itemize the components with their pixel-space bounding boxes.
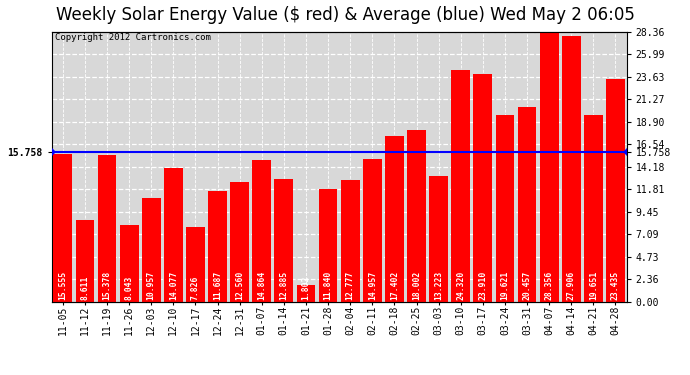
Text: 15.555: 15.555 [58, 271, 68, 300]
Text: 19.621: 19.621 [500, 271, 509, 300]
Text: 10.957: 10.957 [147, 271, 156, 300]
Text: 24.320: 24.320 [456, 271, 465, 300]
Text: 12.885: 12.885 [279, 271, 288, 300]
Bar [495, 115, 514, 302]
Bar [363, 159, 382, 302]
Text: 20.457: 20.457 [522, 271, 531, 300]
Bar [562, 36, 581, 302]
Text: 19.651: 19.651 [589, 271, 598, 300]
Bar [53, 154, 72, 302]
Text: 23.910: 23.910 [478, 271, 487, 300]
Text: 11.687: 11.687 [213, 271, 222, 300]
Bar [253, 160, 271, 302]
Text: 11.840: 11.840 [324, 271, 333, 300]
Bar [407, 130, 426, 302]
Bar [606, 79, 625, 302]
Bar [297, 285, 315, 302]
Text: 14.864: 14.864 [257, 271, 266, 300]
Text: 14.957: 14.957 [368, 271, 377, 300]
Text: 28.356: 28.356 [544, 271, 553, 300]
Bar [429, 176, 448, 302]
Bar [208, 190, 227, 302]
Text: 17.402: 17.402 [390, 271, 399, 300]
Bar [120, 225, 139, 302]
Text: 13.223: 13.223 [434, 271, 443, 300]
Text: 1.802: 1.802 [302, 276, 310, 300]
Bar [451, 70, 470, 302]
Text: 15.378: 15.378 [103, 271, 112, 300]
Bar [540, 32, 558, 302]
Text: 14.077: 14.077 [169, 271, 178, 300]
Bar [142, 198, 161, 302]
Bar [584, 115, 603, 302]
Text: 27.906: 27.906 [566, 271, 575, 300]
Bar [164, 168, 183, 302]
Bar [385, 136, 404, 302]
Text: 7.826: 7.826 [191, 276, 200, 300]
Bar [518, 107, 536, 302]
Text: Weekly Solar Energy Value ($ red) & Average (blue) Wed May 2 06:05: Weekly Solar Energy Value ($ red) & Aver… [56, 6, 634, 24]
Text: Copyright 2012 Cartronics.com: Copyright 2012 Cartronics.com [55, 33, 210, 42]
Bar [75, 220, 95, 302]
Bar [97, 156, 117, 302]
Bar [319, 189, 337, 302]
Text: 18.002: 18.002 [412, 271, 421, 300]
Bar [473, 74, 492, 302]
Text: 12.777: 12.777 [346, 271, 355, 300]
Bar [230, 182, 249, 302]
Bar [275, 179, 293, 302]
Text: 23.435: 23.435 [611, 271, 620, 300]
Text: 8.611: 8.611 [81, 276, 90, 300]
Text: 12.560: 12.560 [235, 271, 244, 300]
Bar [341, 180, 359, 302]
Bar [186, 227, 205, 302]
Text: 8.043: 8.043 [125, 276, 134, 300]
